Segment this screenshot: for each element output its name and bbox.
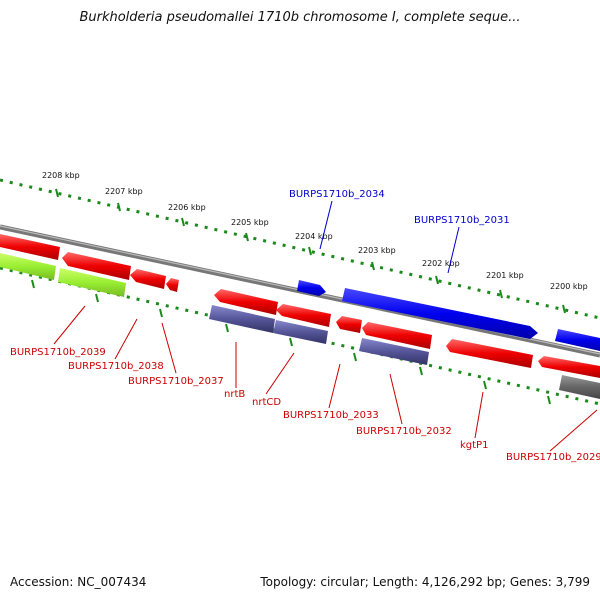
scale-labels: 2208 kbp 2207 kbp 2206 kbp 2205 kbp 2204… — [42, 171, 588, 291]
reverse-genes — [0, 234, 600, 399]
gene-reverse[interactable] — [166, 278, 179, 292]
gene-reverse[interactable] — [362, 322, 432, 349]
map-title: Burkholderia pseudomallei 1710b chromoso… — [79, 10, 521, 25]
scale-label: 2204 kbp — [295, 232, 333, 241]
forward-genes — [297, 280, 600, 351]
gene-other[interactable] — [209, 305, 275, 333]
scale-label: 2202 kbp — [422, 259, 460, 268]
gene-other[interactable] — [273, 320, 328, 344]
gene-label[interactable]: nrtCD — [252, 397, 281, 408]
gene-label[interactable]: BURPS1710b_2038 — [68, 361, 164, 372]
label-leaders — [53, 200, 598, 452]
gene-label[interactable]: BURPS1710b_2037 — [128, 376, 224, 387]
gene-label[interactable]: BURPS1710b_2029 — [506, 452, 600, 463]
gene-other[interactable] — [359, 338, 429, 365]
gene-reverse[interactable] — [214, 289, 278, 315]
scale-label: 2206 kbp — [168, 203, 206, 212]
topology-text: Topology: circular; Length: 4,126,292 bp… — [260, 575, 590, 589]
gene-label[interactable]: BURPS1710b_2034 — [289, 189, 385, 200]
forward-scale-track — [0, 178, 600, 320]
gene-label[interactable]: BURPS1710b_2039 — [10, 347, 106, 358]
gene-forward[interactable] — [342, 288, 538, 339]
gene-label[interactable]: BURPS1710b_2032 — [356, 426, 452, 437]
scale-label: 2207 kbp — [105, 187, 143, 196]
scale-label: 2201 kbp — [486, 271, 524, 280]
accession-text: Accession: NC_007434 — [10, 575, 147, 589]
gene-forward[interactable] — [555, 329, 600, 351]
scale-label: 2200 kbp — [550, 282, 588, 291]
gene-forward[interactable] — [297, 280, 326, 296]
gene-labels: BURPS1710b_2034 BURPS1710b_2031 BURPS171… — [10, 189, 600, 463]
gene-rna[interactable] — [58, 268, 126, 297]
gene-reverse[interactable] — [62, 252, 131, 280]
gene-pseudo[interactable] — [559, 375, 600, 399]
scale-label: 2205 kbp — [231, 218, 269, 227]
gene-reverse[interactable] — [446, 339, 533, 368]
gene-label[interactable]: BURPS1710b_2031 — [414, 215, 510, 226]
scale-label: 2203 kbp — [358, 246, 396, 255]
scale-label: 2208 kbp — [42, 171, 80, 180]
gene-reverse[interactable] — [336, 316, 362, 333]
gene-label[interactable]: kgtP1 — [460, 440, 488, 451]
gene-reverse[interactable] — [276, 304, 331, 327]
gene-label[interactable]: nrtB — [224, 389, 245, 400]
gene-reverse[interactable] — [538, 356, 600, 378]
gene-rna[interactable] — [0, 253, 56, 280]
gene-reverse[interactable] — [0, 234, 60, 260]
gene-label[interactable]: BURPS1710b_2033 — [283, 410, 379, 421]
gene-reverse[interactable] — [130, 269, 166, 289]
